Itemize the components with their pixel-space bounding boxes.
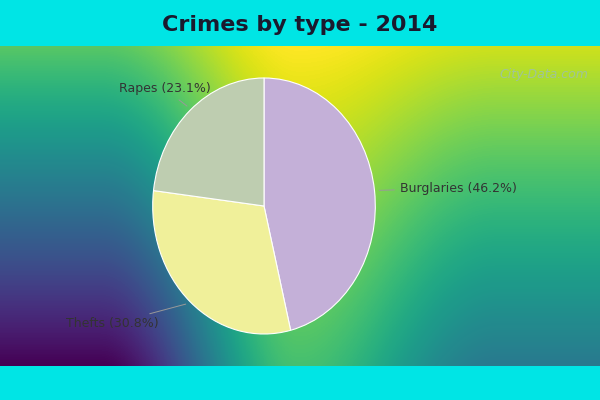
Text: Burglaries (46.2%): Burglaries (46.2%) — [379, 182, 517, 194]
Wedge shape — [264, 78, 376, 330]
Wedge shape — [154, 78, 264, 206]
Text: Thefts (30.8%): Thefts (30.8%) — [66, 304, 186, 330]
Text: City-Data.com: City-Data.com — [499, 68, 588, 81]
Wedge shape — [152, 190, 290, 334]
Text: Crimes by type - 2014: Crimes by type - 2014 — [163, 15, 437, 35]
Text: Rapes (23.1%): Rapes (23.1%) — [119, 82, 211, 106]
